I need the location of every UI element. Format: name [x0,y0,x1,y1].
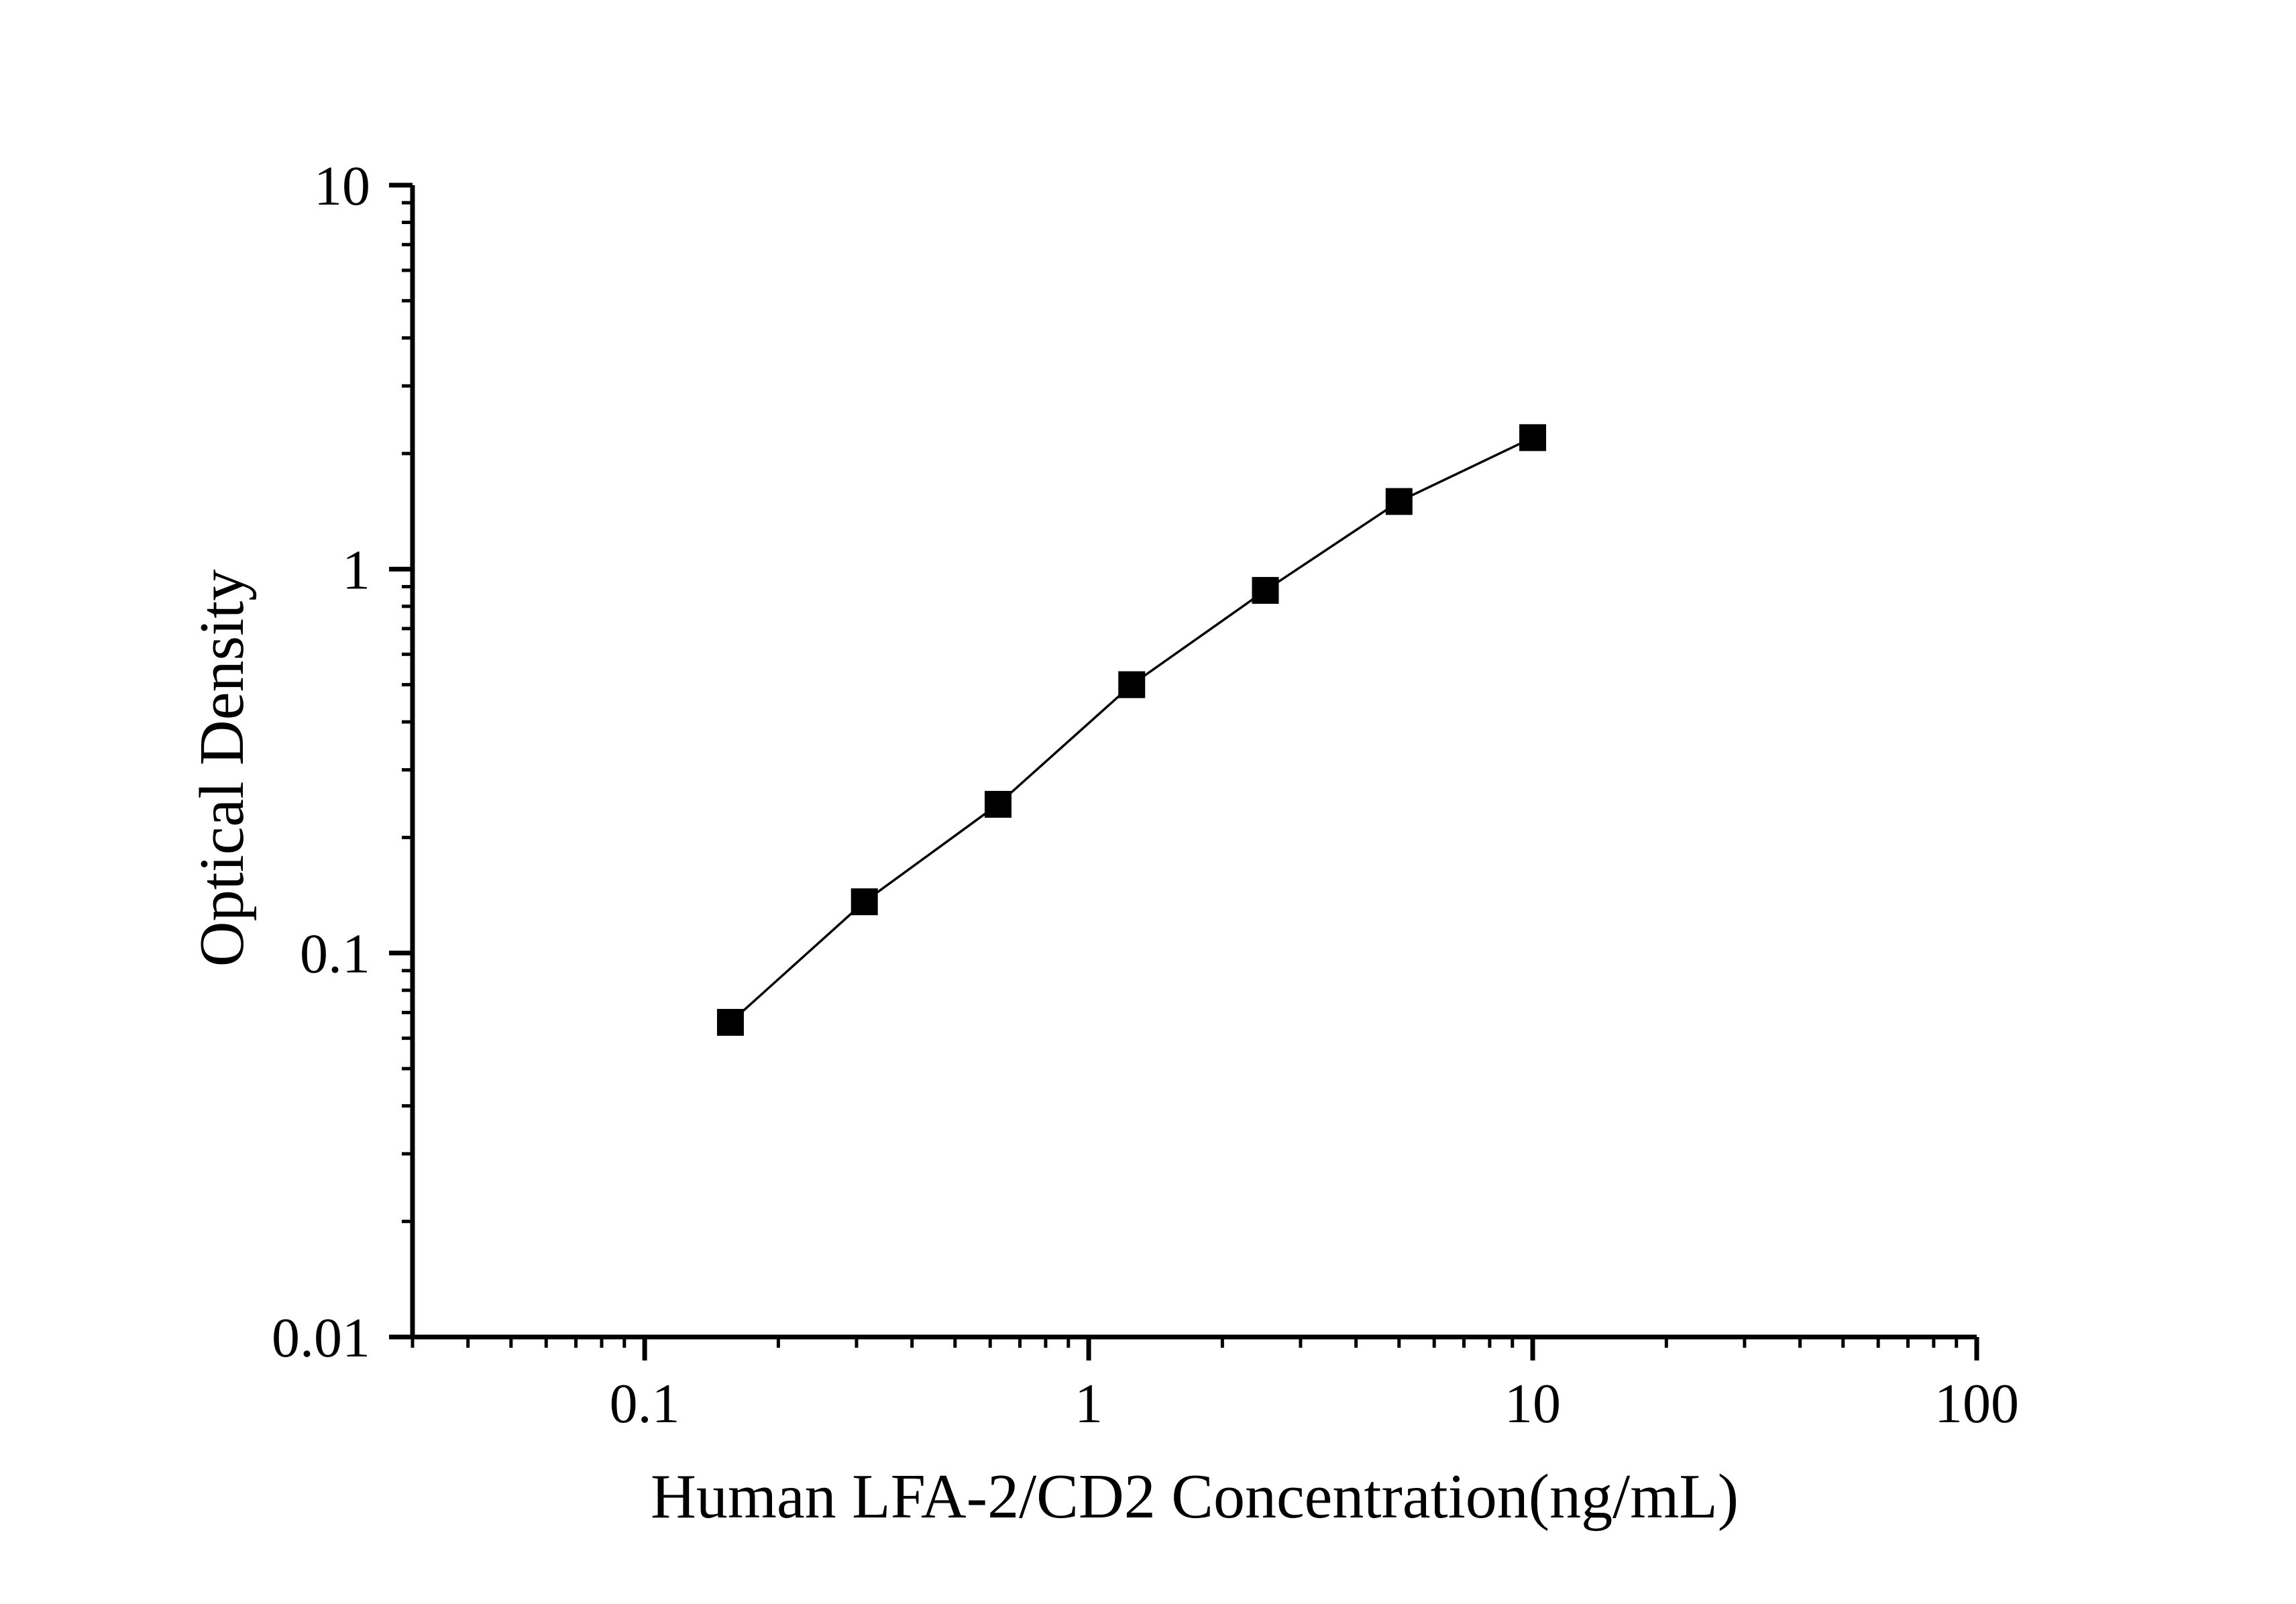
y-tick-label: 0.1 [300,923,370,985]
data-series [716,424,1547,1036]
data-point-marker [984,790,1012,818]
data-point-marker [1385,488,1413,515]
data-point-marker [1252,577,1279,604]
axis-ticks [389,182,1979,1360]
y-tick-label: 10 [314,155,370,217]
axis-tick-labels: 0.1 1 10 100 0.01 0.1 1 10 [272,155,2019,1435]
y-tick-label: 1 [342,539,370,601]
x-axis-title: Human LFA-2/CD2 Concentration(ng/mL) [651,1462,1739,1532]
x-tick-label: 100 [1934,1373,2019,1435]
x-tick-label: 1 [1075,1373,1103,1435]
data-point-marker [716,1008,744,1036]
data-point-marker [1519,424,1547,451]
data-point-marker [1118,671,1146,698]
axes [410,185,1977,1340]
data-point-marker [851,888,878,916]
y-tick-label: 0.01 [272,1307,370,1369]
y-axis-title: Optical Density [187,570,257,967]
x-tick-label: 10 [1505,1373,1561,1435]
series-line [729,436,1533,1024]
x-tick-label: 0.1 [610,1373,680,1435]
